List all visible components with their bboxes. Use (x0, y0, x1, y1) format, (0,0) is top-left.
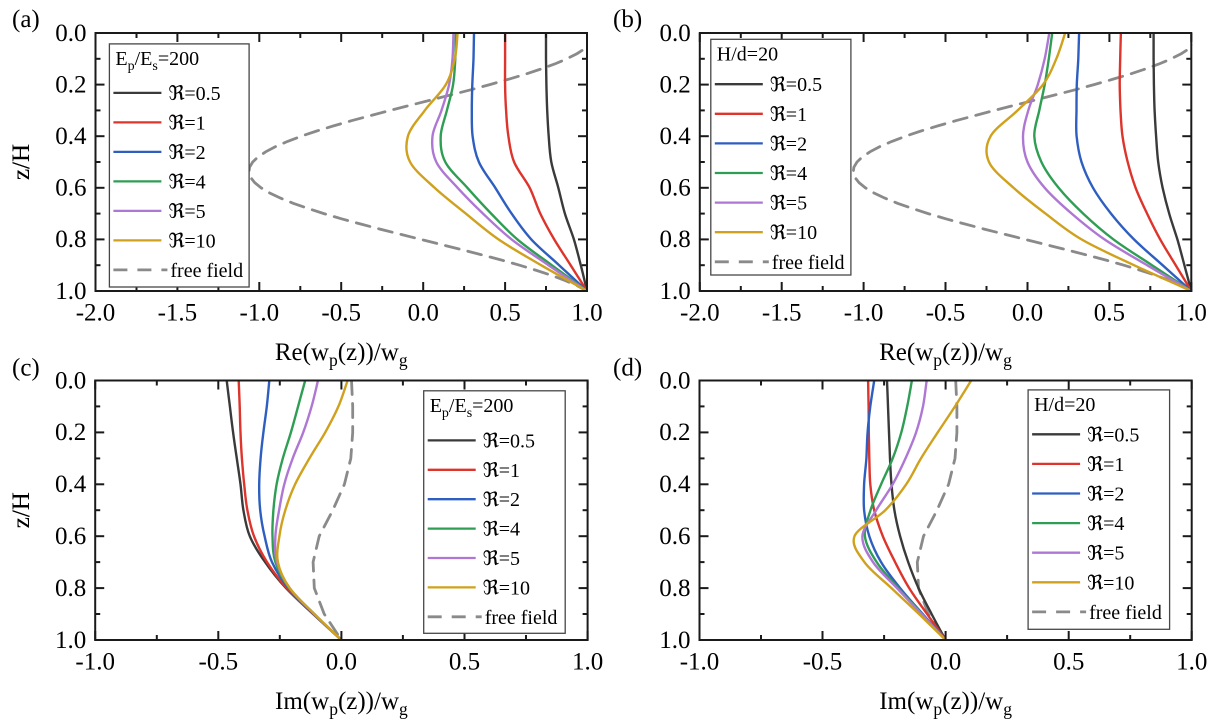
svg-text:-2.0: -2.0 (76, 300, 116, 327)
svg-text:0.6: 0.6 (55, 175, 86, 202)
svg-text:0.6: 0.6 (659, 523, 690, 550)
svg-text:0.0: 0.0 (55, 20, 86, 47)
svg-text:=5: =5 (1103, 543, 1124, 565)
svg-text:H/d=20: H/d=20 (717, 43, 778, 65)
svg-text:=5: =5 (499, 548, 520, 570)
svg-text:=10: =10 (1103, 572, 1134, 594)
svg-text:0.5: 0.5 (489, 300, 520, 327)
svg-text:Re(wp(z))/wg: Re(wp(z))/wg (879, 339, 1012, 370)
svg-text:=1: =1 (184, 112, 205, 134)
svg-text:1.0: 1.0 (55, 627, 86, 654)
svg-text:0.0: 0.0 (326, 649, 357, 676)
svg-text:0.2: 0.2 (660, 71, 691, 98)
svg-text:=0.5: =0.5 (1103, 424, 1139, 446)
svg-text:=1: =1 (1103, 454, 1124, 476)
svg-text:Im(wp(z))/wg: Im(wp(z))/wg (275, 688, 408, 719)
svg-text:H/d=20: H/d=20 (1034, 394, 1095, 416)
svg-text:-0.5: -0.5 (199, 649, 239, 676)
svg-text:0.5: 0.5 (1053, 649, 1084, 676)
svg-text:(b): (b) (613, 6, 642, 33)
svg-text:0.0: 0.0 (930, 649, 961, 676)
svg-text:(c): (c) (12, 355, 40, 382)
svg-text:0.2: 0.2 (55, 419, 86, 446)
svg-text:1.0: 1.0 (55, 278, 86, 305)
svg-text:0.2: 0.2 (55, 71, 86, 98)
svg-text:0.0: 0.0 (408, 300, 439, 327)
svg-text:-2.0: -2.0 (680, 300, 720, 327)
svg-text:z/H: z/H (8, 144, 35, 180)
svg-text:0.4: 0.4 (659, 471, 691, 498)
svg-text:0.4: 0.4 (55, 471, 87, 498)
svg-text:free field: free field (1089, 602, 1162, 624)
svg-text:-1.5: -1.5 (158, 300, 198, 327)
svg-text:=0.5: =0.5 (184, 83, 220, 105)
svg-text:0.8: 0.8 (55, 575, 86, 602)
svg-text:free field: free field (485, 607, 558, 629)
svg-text:-1.5: -1.5 (762, 300, 802, 327)
svg-text:(a): (a) (12, 6, 40, 33)
svg-text:0.8: 0.8 (659, 575, 690, 602)
svg-text:0.4: 0.4 (660, 123, 692, 150)
svg-text:0.0: 0.0 (660, 20, 691, 47)
svg-text:=10: =10 (184, 230, 215, 252)
svg-text:0.0: 0.0 (1012, 300, 1043, 327)
svg-text:=10: =10 (499, 577, 530, 599)
svg-text:Re(wp(z))/wg: Re(wp(z))/wg (275, 339, 408, 370)
svg-text:free field: free field (772, 252, 845, 274)
svg-text:0.4: 0.4 (55, 123, 87, 150)
svg-text:=0.5: =0.5 (499, 430, 535, 452)
svg-text:0.8: 0.8 (660, 226, 691, 253)
svg-text:0.2: 0.2 (659, 419, 690, 446)
svg-text:0.5: 0.5 (1094, 300, 1125, 327)
svg-text:=2: =2 (786, 133, 807, 155)
svg-text:=4: =4 (184, 171, 205, 193)
svg-text:z/H: z/H (8, 492, 35, 528)
svg-text:-0.5: -0.5 (803, 649, 843, 676)
svg-text:=4: =4 (1103, 513, 1124, 535)
svg-text:1.0: 1.0 (659, 627, 690, 654)
svg-text:=5: =5 (786, 193, 807, 215)
svg-text:=2: =2 (184, 142, 205, 164)
svg-text:=1: =1 (499, 460, 520, 482)
svg-text:0.5: 0.5 (449, 649, 480, 676)
svg-text:-1.0: -1.0 (680, 649, 720, 676)
svg-text:=10: =10 (786, 222, 817, 244)
svg-text:(d): (d) (613, 355, 642, 382)
svg-text:1.0: 1.0 (571, 300, 602, 327)
svg-text:=0.5: =0.5 (786, 74, 822, 96)
svg-text:=1: =1 (786, 104, 807, 126)
svg-text:z/H: z/H (8, 492, 35, 528)
svg-text:0.8: 0.8 (55, 226, 86, 253)
svg-text:-0.5: -0.5 (926, 300, 966, 327)
svg-text:free field: free field (170, 260, 243, 282)
svg-text:-1.0: -1.0 (240, 300, 280, 327)
svg-text:0.0: 0.0 (659, 367, 690, 394)
svg-text:=5: =5 (184, 201, 205, 223)
svg-text:1.0: 1.0 (1176, 649, 1207, 676)
svg-text:0.6: 0.6 (55, 523, 86, 550)
svg-text:-1.0: -1.0 (844, 300, 884, 327)
svg-text:0.6: 0.6 (660, 175, 691, 202)
svg-text:-1.0: -1.0 (75, 649, 115, 676)
svg-text:Im(wp(z))/wg: Im(wp(z))/wg (879, 688, 1012, 719)
svg-text:=4: =4 (499, 519, 520, 541)
svg-text:=4: =4 (786, 163, 807, 185)
svg-text:=2: =2 (1103, 484, 1124, 506)
svg-text:-0.5: -0.5 (321, 300, 361, 327)
svg-text:=2: =2 (499, 489, 520, 511)
svg-text:1.0: 1.0 (572, 649, 603, 676)
svg-text:z/H: z/H (8, 144, 35, 180)
svg-text:1.0: 1.0 (660, 278, 691, 305)
svg-text:Ep/Es=200: Ep/Es=200 (430, 395, 514, 421)
svg-text:0.0: 0.0 (55, 367, 86, 394)
svg-text:1.0: 1.0 (1176, 300, 1207, 327)
